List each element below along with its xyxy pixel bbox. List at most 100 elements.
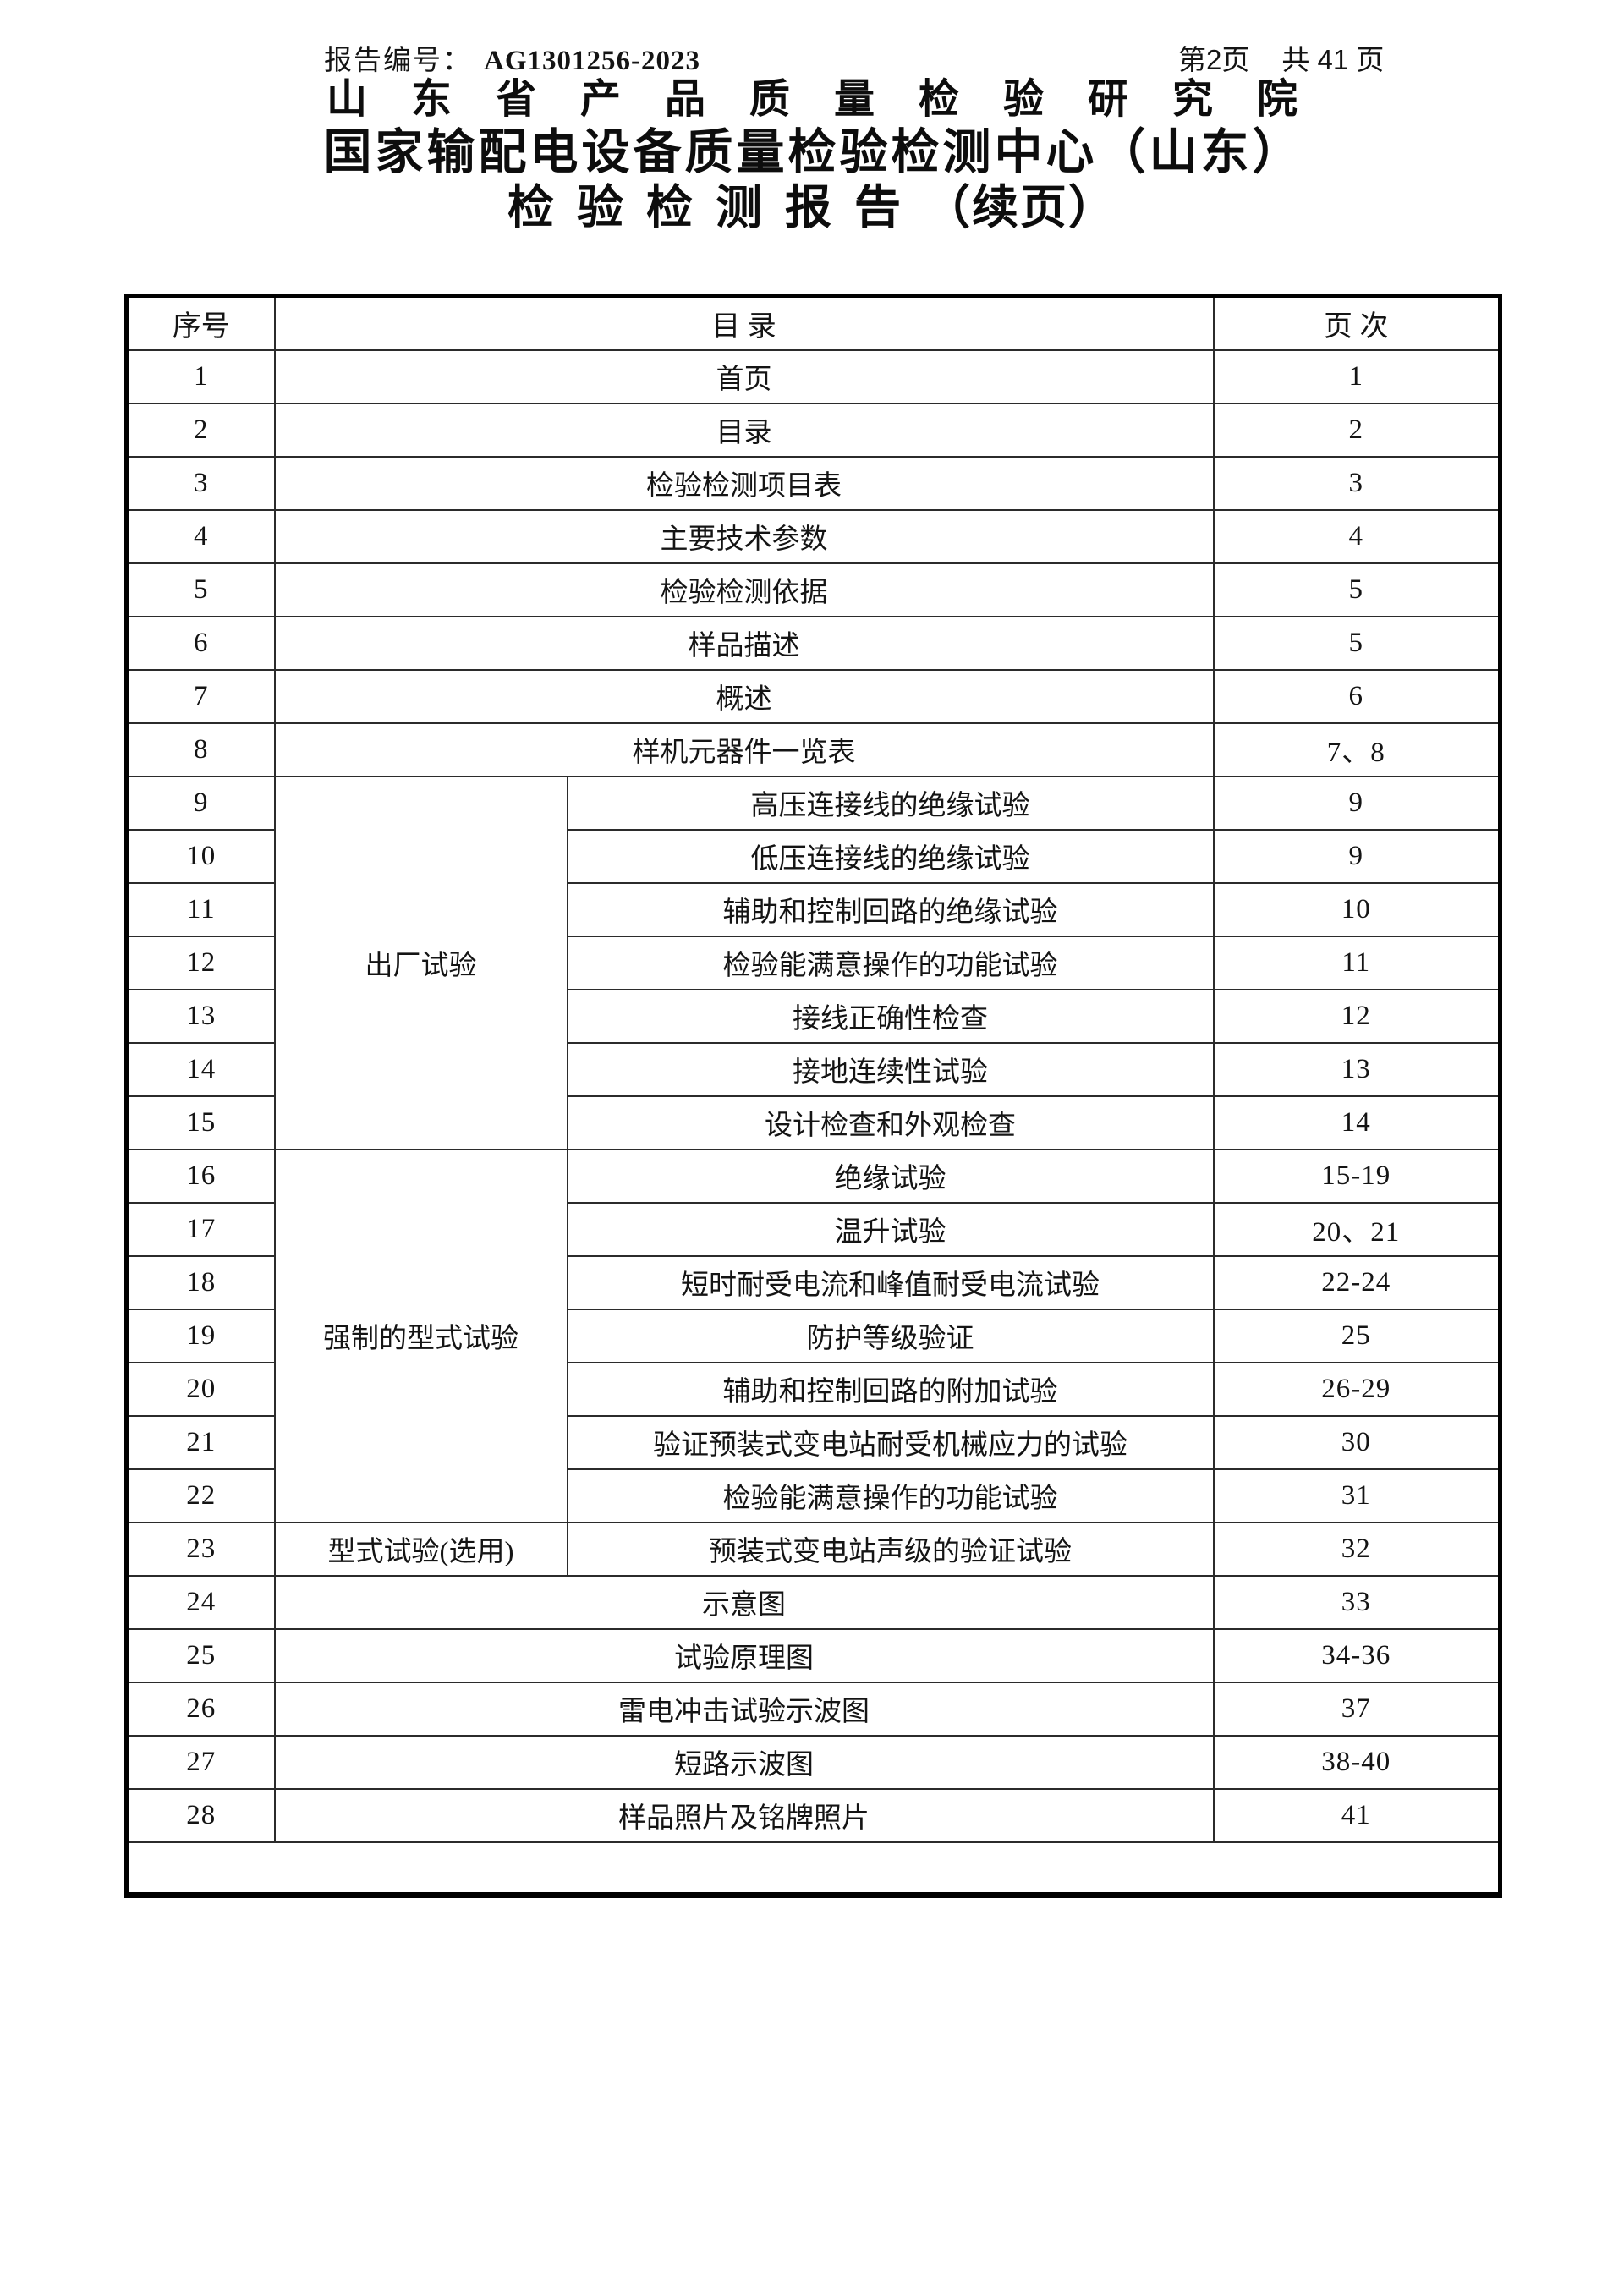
table-row: 4 主要技术参数 4: [125, 508, 1501, 564]
row-index-cell: 4: [125, 508, 276, 564]
page-number-cell: 11: [1212, 935, 1501, 990]
page-number-cell: 2: [1212, 402, 1501, 458]
toc-item-cell: 检验能满意操作的功能试验: [566, 1468, 1215, 1523]
report-title: 检验检测报告（续页）: [0, 181, 1624, 235]
page-number-cell: 14: [1212, 1095, 1501, 1150]
row-index-cell: 28: [125, 1787, 276, 1843]
report-number-value: AG1301256-2023: [484, 46, 700, 76]
test-group-cell: 型式试验(选用): [273, 1521, 568, 1577]
page-number-cell: 6: [1212, 668, 1501, 724]
table-row: 21 验证预装式变电站耐受机械应力的试验 30: [125, 1414, 1501, 1470]
table-row: 19 防护等级验证 25: [125, 1308, 1501, 1363]
toc-item-cell: 首页: [273, 348, 1215, 404]
page-number-cell: 33: [1212, 1574, 1501, 1630]
page-number-cell: 34-36: [1212, 1627, 1501, 1683]
page-number-cell: 26-29: [1212, 1361, 1501, 1417]
toc-item-cell: 预装式变电站声级的验证试验: [566, 1521, 1215, 1577]
table-row: 5 检验检测依据 5: [125, 562, 1501, 617]
table-row: 8 样机元器件一览表 7、8: [125, 722, 1501, 777]
institute-title: 山东省产品质量检验研究院: [326, 77, 1341, 122]
table-row: 26 雷电冲击试验示波图 37: [125, 1681, 1501, 1737]
page-number-cell: 31: [1212, 1468, 1501, 1523]
report-title-suffix: （续页）: [924, 182, 1117, 233]
toc-item-cell: 短时耐受电流和峰值耐受电流试验: [566, 1254, 1215, 1310]
toc-item-cell: 绝缘试验: [566, 1148, 1215, 1204]
row-index-cell: 14: [125, 1041, 276, 1097]
table-row: 24 示意图 33: [125, 1574, 1501, 1630]
report-title-main: 检验检测报告: [507, 182, 924, 233]
toc-item-cell: 检验能满意操作的功能试验: [566, 935, 1215, 990]
table-row: 7 概述 6: [125, 668, 1501, 724]
page-number-cell: 9: [1212, 828, 1501, 884]
toc-item-cell: 辅助和控制回路的绝缘试验: [566, 881, 1215, 937]
page-number-cell: 13: [1212, 1041, 1501, 1097]
row-index-cell: 8: [125, 722, 276, 777]
table-row: 6 样品描述 5: [125, 615, 1501, 671]
row-index-cell: 27: [125, 1734, 276, 1790]
row-index-cell: 5: [125, 562, 276, 617]
page-meta-line: 报告编号： AG1301256-2023 第2页共 41 页: [0, 37, 1624, 76]
test-group-cell: 出厂试验: [273, 775, 568, 1150]
row-index-cell: 6: [125, 615, 276, 671]
toc-item-cell: 示意图: [273, 1574, 1215, 1630]
empty-filler-cell: [126, 1841, 1501, 1896]
table-row: 17 温升试验 20、21: [125, 1201, 1501, 1257]
toc-item-cell: 短路示波图: [273, 1734, 1215, 1790]
col-header-page: 页 次: [1212, 294, 1501, 351]
report-number-label: 报告编号：: [324, 44, 472, 75]
toc-item-cell: 概述: [273, 668, 1215, 724]
table-row: 22 检验能满意操作的功能试验 31: [125, 1468, 1501, 1523]
toc-item-cell: 防护等级验证: [566, 1308, 1215, 1363]
row-index-cell: 15: [125, 1095, 276, 1150]
row-index-cell: 24: [125, 1574, 276, 1630]
col-header-title: 目 录: [273, 294, 1215, 351]
page-number-cell: 41: [1212, 1787, 1501, 1843]
table-row: 25 试验原理图 34-36: [125, 1627, 1501, 1683]
table-row: 12 检验能满意操作的功能试验 11: [125, 935, 1501, 990]
row-index-cell: 25: [125, 1627, 276, 1683]
row-index-cell: 17: [125, 1201, 276, 1257]
page-number-cell: 7、8: [1212, 722, 1501, 777]
page-number-cell: 12: [1212, 988, 1501, 1044]
row-index-cell: 12: [125, 935, 276, 990]
row-index-cell: 13: [125, 988, 276, 1044]
page-number-cell: 5: [1212, 562, 1501, 617]
row-index-cell: 2: [125, 402, 276, 458]
table-row: 15 设计检查和外观检查 14: [125, 1095, 1501, 1150]
toc-item-cell: 检验检测项目表: [273, 455, 1215, 511]
row-index-cell: 18: [125, 1254, 276, 1310]
title-block: 山东省产品质量检验研究院 国家输配电设备质量检验检测中心（山东） 检验检测报告（…: [0, 74, 1624, 235]
toc-item-cell: 低压连接线的绝缘试验: [566, 828, 1215, 884]
table-row: 2 目录 2: [125, 402, 1501, 458]
page-indicator-current: 第2页: [1178, 44, 1250, 75]
toc-header-row: 序号 目 录 页 次: [125, 294, 1501, 351]
table-row: 11 辅助和控制回路的绝缘试验 10: [125, 881, 1501, 937]
table-row: 18 短时耐受电流和峰值耐受电流试验 22-24: [125, 1254, 1501, 1310]
table-row: 16 强制的型式试验 绝缘试验 15-19: [125, 1148, 1501, 1523]
row-index-cell: 7: [125, 668, 276, 724]
table-row: 10 低压连接线的绝缘试验 9: [125, 828, 1501, 884]
test-group-cell: 强制的型式试验: [273, 1148, 568, 1523]
table-row: 23 型式试验(选用) 预装式变电站声级的验证试验 32: [125, 1521, 1501, 1577]
col-header-index: 序号: [125, 294, 276, 351]
page-number-cell: 22-24: [1212, 1254, 1501, 1310]
toc-item-cell: 辅助和控制回路的附加试验: [566, 1361, 1215, 1417]
page-number-cell: 9: [1212, 775, 1501, 831]
toc-item-cell: 温升试验: [566, 1201, 1215, 1257]
row-index-cell: 11: [125, 881, 276, 937]
table-row: 13 接线正确性检查 12: [125, 988, 1501, 1044]
page-number-cell: 20、21: [1212, 1201, 1501, 1257]
table-row: 20 辅助和控制回路的附加试验 26-29: [125, 1361, 1501, 1417]
toc-item-cell: 试验原理图: [273, 1627, 1215, 1683]
toc-item-cell: 高压连接线的绝缘试验: [566, 775, 1215, 831]
row-index-cell: 9: [125, 775, 276, 831]
toc-item-cell: 雷电冲击试验示波图: [273, 1681, 1215, 1737]
toc-item-cell: 检验检测依据: [273, 562, 1215, 617]
toc-table: 序号 目 录 页 次 1 首页 1 2 目录 2 3 检验检测项目表 3 4 主要技术参数 4 …: [124, 294, 1502, 1898]
page-number-cell: 10: [1212, 881, 1501, 937]
row-index-cell: 22: [125, 1468, 276, 1523]
page-number-cell: 5: [1212, 615, 1501, 671]
table-row: 27 短路示波图 38-40: [125, 1734, 1501, 1790]
table-filler-row: [126, 1841, 1501, 1896]
